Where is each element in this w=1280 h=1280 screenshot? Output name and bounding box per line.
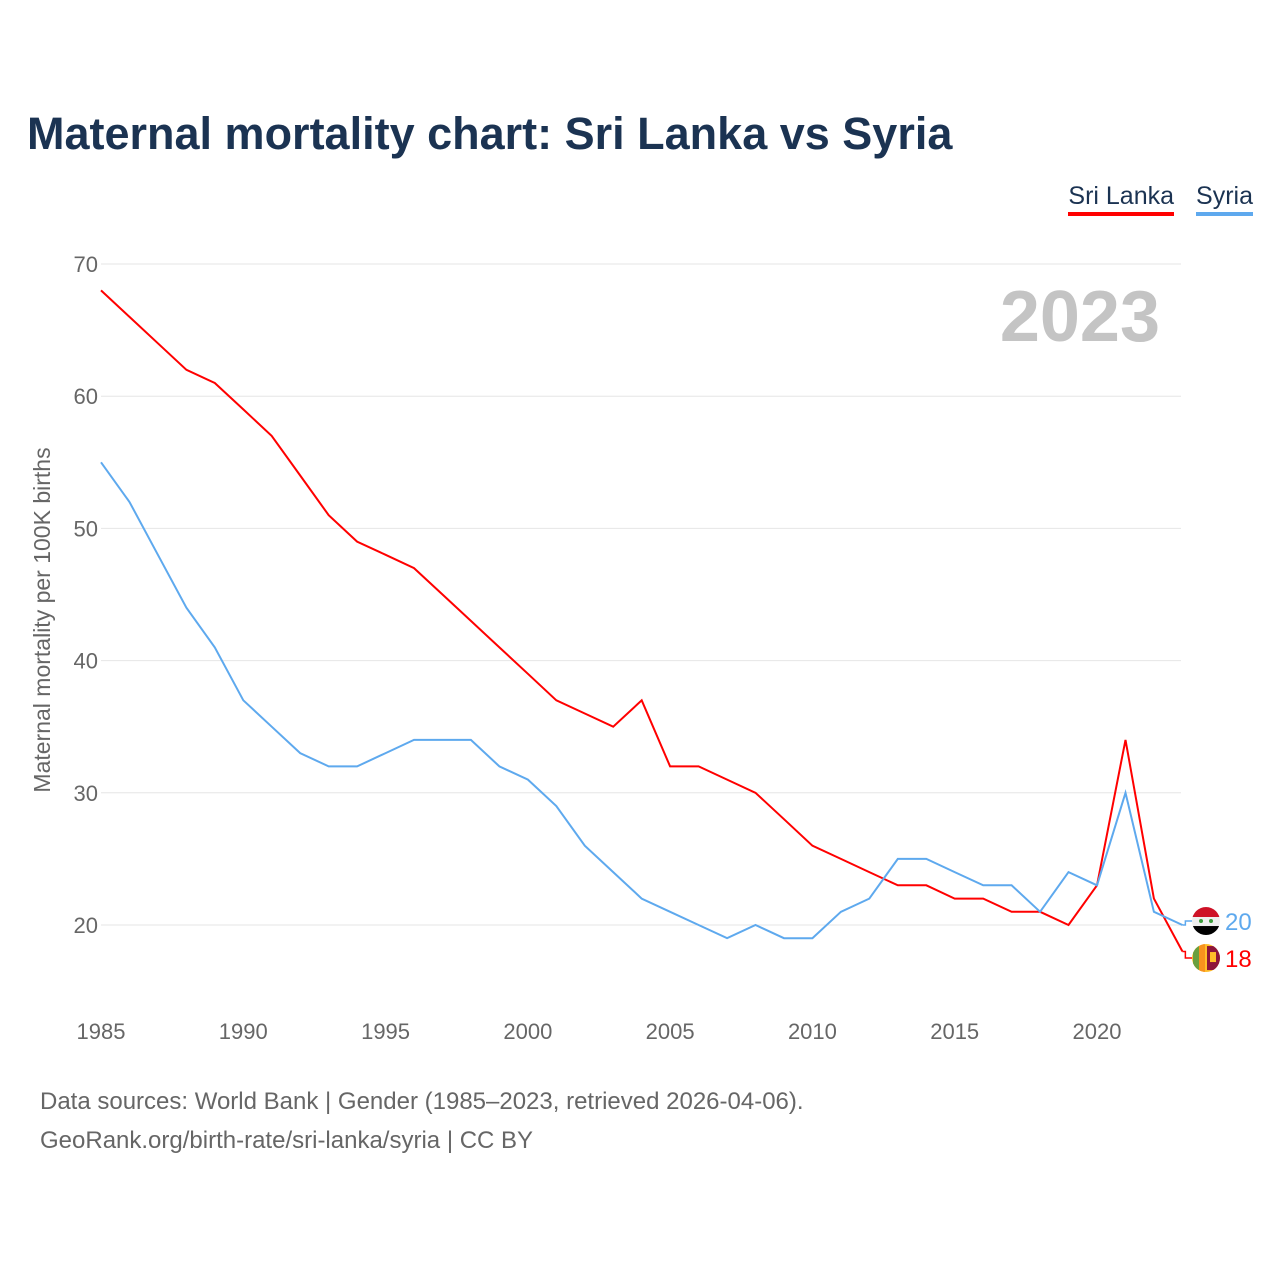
y-axis-label: Maternal mortality per 100K births xyxy=(29,447,55,792)
sri-lanka-flag-icon xyxy=(1199,944,1205,973)
x-tick-label: 1995 xyxy=(361,1019,410,1044)
series-line-syria xyxy=(100,461,1183,940)
legend-item-sri-lanka[interactable]: Sri Lanka xyxy=(1068,182,1175,216)
year-watermark: 2023 xyxy=(1000,277,1160,357)
footer-source: Data sources: World Bank | Gender (1985–… xyxy=(40,1088,804,1115)
end-value-label: 20 xyxy=(1225,909,1252,936)
y-tick-label: 50 xyxy=(74,516,98,541)
legend: Sri Lanka Syria xyxy=(1068,182,1253,216)
x-tick-label: 2000 xyxy=(503,1019,552,1044)
syria-flag-icon xyxy=(1192,917,1220,927)
x-tick-label: 1985 xyxy=(77,1019,126,1044)
footer-credit: GeoRank.org/birth-rate/sri-lanka/syria |… xyxy=(40,1127,534,1154)
x-tick-label: 2005 xyxy=(646,1019,695,1044)
x-tick-label: 2010 xyxy=(788,1019,837,1044)
end-value-label: 18 xyxy=(1225,946,1252,973)
y-tick-label: 20 xyxy=(74,913,98,938)
star-icon xyxy=(1209,919,1213,924)
x-tick-label: 2020 xyxy=(1073,1019,1122,1044)
end-connector xyxy=(1182,950,1195,959)
y-tick-label: 60 xyxy=(74,384,98,409)
chart-title: Maternal mortality chart: Sri Lanka vs S… xyxy=(27,108,953,159)
star-icon xyxy=(1199,919,1203,924)
syria-flag-icon xyxy=(1192,907,1220,918)
series-line-sri-lanka xyxy=(100,289,1184,952)
y-tick-label: 40 xyxy=(74,649,98,674)
end-connector xyxy=(1182,920,1195,926)
sri-lanka-flag-icon xyxy=(1193,944,1199,973)
y-tick-label: 70 xyxy=(74,252,98,277)
x-tick-label: 1990 xyxy=(219,1019,268,1044)
x-tick-label: 2015 xyxy=(930,1019,979,1044)
lion-icon xyxy=(1210,952,1216,963)
y-tick-label: 30 xyxy=(74,781,98,806)
legend-item-syria[interactable]: Syria xyxy=(1196,182,1253,216)
syria-flag-icon xyxy=(1192,926,1220,936)
